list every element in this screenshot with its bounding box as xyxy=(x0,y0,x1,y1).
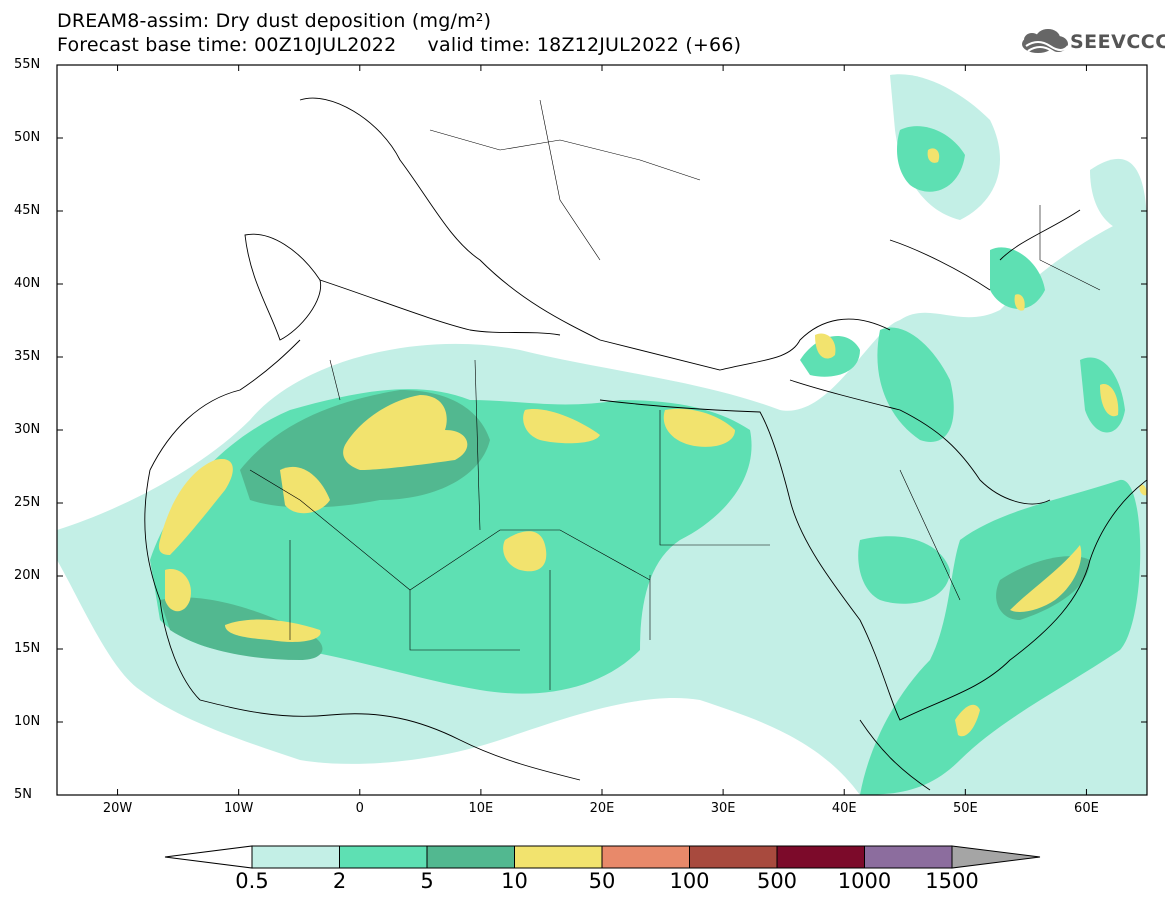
lat-label: 45N xyxy=(14,203,41,218)
colorbar-swatch xyxy=(339,845,428,869)
colorbar-swatch xyxy=(251,845,340,869)
colorbar-swatch xyxy=(864,845,953,869)
cloud-logo-icon xyxy=(1022,29,1069,56)
lat-label: 20N xyxy=(14,568,41,583)
colorbar-label: 1000 xyxy=(837,869,892,893)
colorbar-swatch xyxy=(601,845,690,869)
colorbar-swatch xyxy=(514,845,603,869)
lon-label: 30E xyxy=(710,801,736,816)
logo-text: SEEVCCC xyxy=(1070,31,1165,53)
country-borders xyxy=(249,99,1101,690)
lat-label: 15N xyxy=(14,641,41,656)
colorbar-label: 5 xyxy=(420,869,434,893)
lon-label: 60E xyxy=(1074,801,1099,816)
colorbar-label: 500 xyxy=(756,869,798,893)
lon-label: 10E xyxy=(468,801,494,816)
lon-label: 0 xyxy=(355,801,364,816)
map-title: DREAM8-assim: Dry dust deposition (mg/m²… xyxy=(57,10,492,32)
colorbar-label: 10 xyxy=(501,869,528,893)
lat-label: 30N xyxy=(14,422,41,437)
lat-label: 5N xyxy=(14,787,32,802)
lon-label: 20W xyxy=(102,801,133,816)
coastlines xyxy=(144,97,1147,791)
colorbar-swatch xyxy=(776,845,865,869)
map-subtitle: Forecast base time: 00Z10JUL2022 valid t… xyxy=(57,34,742,56)
lon-label: 50E xyxy=(952,801,978,816)
lon-label: 40E xyxy=(831,801,857,816)
colorbar-swatch xyxy=(426,845,515,869)
colorbar-label: 2 xyxy=(332,869,347,893)
colorbar-min-arrow xyxy=(164,845,253,869)
colorbar-label: 0.5 xyxy=(235,869,269,893)
colorbar-swatch xyxy=(689,845,778,869)
lat-label: 35N xyxy=(14,349,41,364)
axis-ticks xyxy=(57,64,1147,796)
lat-label: 55N xyxy=(14,57,41,72)
lat-label: 40N xyxy=(14,276,41,291)
colorbar-label: 100 xyxy=(669,869,710,893)
lat-label: 10N xyxy=(14,714,41,729)
lat-label: 50N xyxy=(14,130,41,145)
lat-label: 25N xyxy=(14,495,41,510)
lon-label: 20E xyxy=(589,801,615,816)
lon-label: 10W xyxy=(223,801,254,816)
colorbar-max-arrow xyxy=(951,845,1041,869)
dust-field-high xyxy=(158,148,1147,737)
colorbar-label: 1500 xyxy=(925,869,979,893)
colorbar-label: 50 xyxy=(588,869,616,893)
